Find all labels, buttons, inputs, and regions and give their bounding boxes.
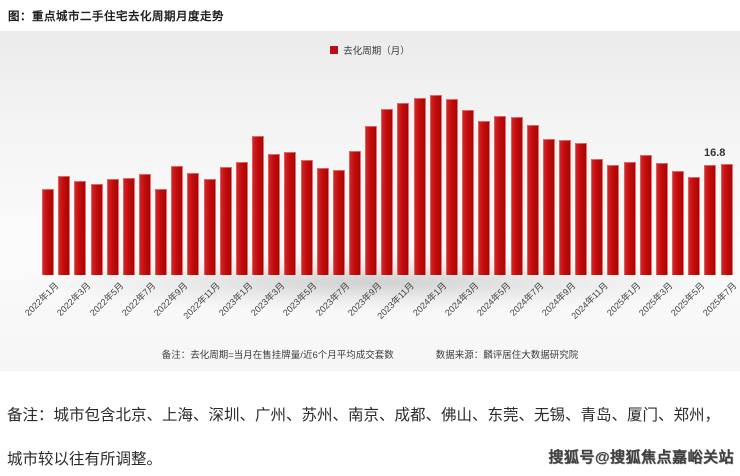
bar [478,120,491,275]
bar [607,165,620,275]
bar [688,177,701,275]
bar [623,162,636,275]
bar [284,151,297,275]
bar [268,154,281,275]
bar [365,125,378,275]
bar [672,171,684,275]
bar [74,181,87,275]
plot-area: 16.8 2022年1月 2022年3月 2022年5月 2022年7月 2022年9月… [0,31,740,371]
bar [639,154,652,275]
legend-swatch-icon [330,46,339,54]
bar [187,172,200,275]
bar [429,94,442,275]
chart-footnote: 备注：去化周期=当月在售挂牌量/近6个月平均成交套数 数据来源：麟评居住大数据研… [0,347,740,361]
bar [510,117,523,275]
bar [316,168,329,275]
bar [381,108,394,275]
page-title: 图：重点城市二手住宅去化周期月度走势 [8,11,224,23]
bar [332,170,345,275]
bar [720,164,733,275]
bar [413,98,426,275]
bar [559,139,571,275]
bar [655,162,668,275]
bar [252,135,264,275]
bar [397,103,410,275]
footnote-definition: 备注：去化周期=当月在售挂牌量/近6个月平均成交套数 [161,350,394,361]
watermark: 搜狐号@搜狐焦点嘉峪关站 [548,449,734,466]
bar [526,125,539,275]
last-value-label: 16.8 [704,147,726,159]
bar [155,188,168,275]
legend-label: 去化周期（月） [343,46,410,57]
bar [90,183,103,275]
bar [122,178,135,275]
bottom-note-line2: 城市较以往有所调整。 [7,451,163,468]
bar [58,176,71,275]
bar [203,178,216,275]
bar [462,110,474,275]
bar [42,189,54,275]
bottom-note-line1: 备注：城市包含北京、上海、深圳、广州、苏州、南京、成都、佛山、东莞、无锡、青岛、… [7,407,721,424]
bar [138,174,151,275]
bar [542,139,555,275]
bar [575,143,588,275]
bar [494,115,507,275]
bar [300,160,313,275]
bar [235,162,248,275]
bar [171,166,184,275]
chart-legend: 去化周期（月） [0,43,740,57]
bar [219,166,232,275]
footnote-source: 数据来源：麟评居住大数据研究院 [435,350,579,361]
bar [591,158,604,275]
bar [704,165,717,275]
bar [106,178,119,275]
bar [445,99,458,275]
bar-chart: 去化周期（月） 16.8 2022年1月 2022年3月 2022年5月 2022年7… [0,31,740,371]
bar [348,150,361,275]
